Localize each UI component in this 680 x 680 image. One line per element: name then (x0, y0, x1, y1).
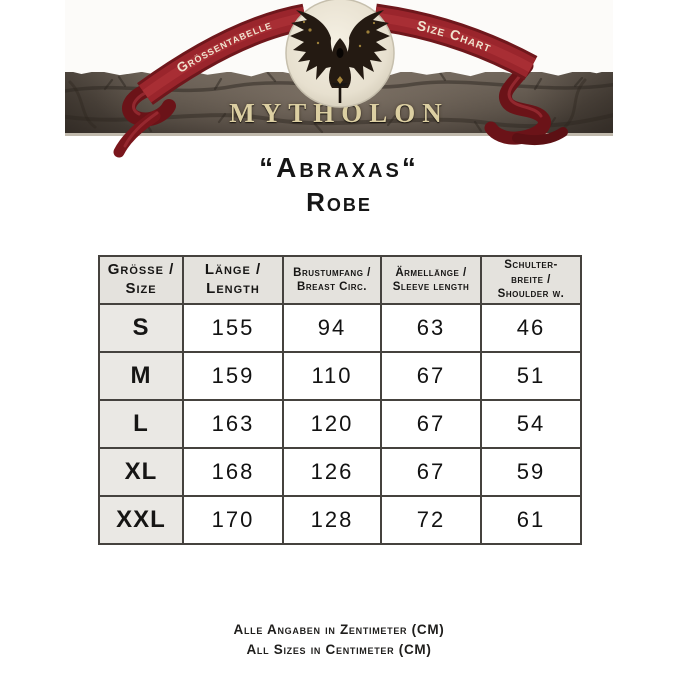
left-ribbon-label: Grössentabelle (174, 17, 273, 76)
cell-size: L (98, 399, 184, 449)
header-ribbons: Grössentabelle Size Chart (113, 0, 568, 158)
table-row-s: S 155 94 63 46 (98, 303, 582, 353)
cell-sleeve-length: 67 (380, 351, 482, 401)
sword-icon (332, 76, 348, 103)
cell-sleeve-length: 63 (380, 303, 482, 353)
column-header-shoulder-width: Schulter- breite / Shoulder w. (480, 255, 582, 305)
cell-sleeve-length: 67 (380, 399, 482, 449)
phoenix-wings-icon (290, 10, 390, 103)
gold-speckles (302, 20, 376, 48)
column-header-size: Grösse / Size (98, 255, 184, 305)
product-title: “Abraxas“ (259, 152, 419, 183)
cell-size: S (98, 303, 184, 353)
cell-length: 168 (182, 447, 284, 497)
footer-line-en: All Sizes in Centimeter (CM) (246, 642, 432, 657)
cell-size: M (98, 351, 184, 401)
table-header-row: Grösse / Size Länge / Length Brustumfang… (98, 255, 582, 305)
table-row-xl: XL 168 126 67 59 (98, 447, 582, 497)
right-ribbon: Size Chart (373, 3, 538, 80)
column-header-length: Länge / Length (182, 255, 284, 305)
cell-shoulder-width: 61 (480, 495, 582, 545)
table-row-xxl: XXL 170 128 72 61 (98, 495, 582, 545)
footer-line-de: Alle Angaben in Zentimeter (CM) (233, 622, 445, 637)
table-row-l: L 163 120 67 54 (98, 399, 582, 449)
cell-shoulder-width: 46 (480, 303, 582, 353)
table-row-m: M 159 110 67 51 (98, 351, 582, 401)
cell-breast-circ: 126 (282, 447, 382, 497)
cell-shoulder-width: 59 (480, 447, 582, 497)
cell-breast-circ: 110 (282, 351, 382, 401)
cell-length: 163 (182, 399, 284, 449)
right-ribbon-tail (484, 59, 568, 145)
product-subtitle: Robe (306, 187, 372, 217)
cell-sleeve-length: 72 (380, 495, 482, 545)
product-title-block: “Abraxas“ Robe (65, 150, 613, 218)
left-ribbon: Grössentabelle (137, 3, 308, 105)
cell-size: XL (98, 447, 184, 497)
cell-shoulder-width: 51 (480, 351, 582, 401)
cell-length: 155 (182, 303, 284, 353)
cell-length: 159 (182, 351, 284, 401)
cell-breast-circ: 120 (282, 399, 382, 449)
column-header-breast-circ: Brustumfang / Breast Circ. (282, 255, 382, 305)
cell-breast-circ: 128 (282, 495, 382, 545)
content-column: MYTHOLON (65, 0, 613, 680)
cell-length: 170 (182, 495, 284, 545)
svg-text:Grössentabelle: Grössentabelle (174, 17, 274, 76)
emblem-badge (285, 0, 395, 108)
size-table: Grösse / Size Länge / Length Brustumfang… (98, 255, 582, 545)
cell-size: XXL (98, 495, 184, 545)
cell-breast-circ: 94 (282, 303, 382, 353)
cell-shoulder-width: 54 (480, 399, 582, 449)
column-header-sleeve-length: Ärmellänge / Sleeve length (380, 255, 482, 305)
cell-sleeve-length: 67 (380, 447, 482, 497)
size-table-wrap: Grösse / Size Länge / Length Brustumfang… (98, 255, 582, 545)
footer-note: Alle Angaben in Zentimeter (CM) All Size… (65, 620, 613, 660)
